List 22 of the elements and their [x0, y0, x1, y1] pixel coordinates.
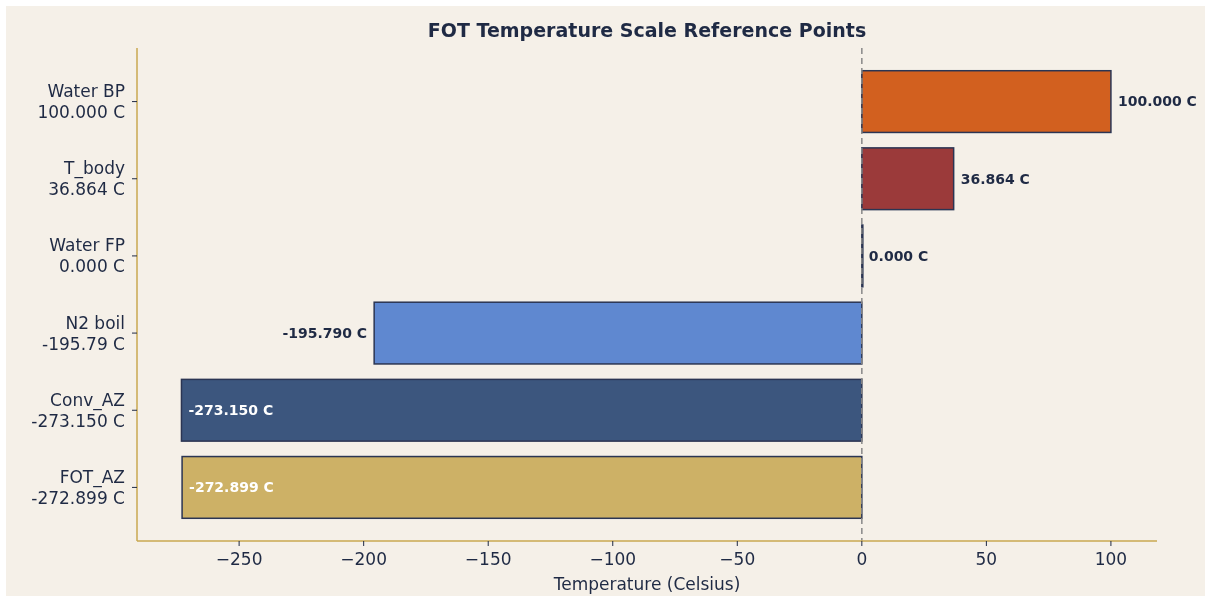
y-tick-label: Water FP 0.000 C: [49, 235, 125, 277]
data-label: 36.864 C: [960, 170, 1030, 187]
data-label: -272.899 C: [189, 479, 274, 496]
x-tick-label: 100: [1094, 549, 1128, 569]
y-tick-label: T_body 36.864 C: [48, 158, 125, 200]
x-tick-label: −250: [215, 549, 263, 569]
data-label: -195.790 C: [282, 324, 368, 341]
x-tick-label: −100: [589, 549, 637, 569]
x-tick-label: −150: [464, 549, 512, 569]
data-label: -273.150 C: [188, 402, 274, 419]
data-label: 100.000 C: [1117, 93, 1197, 110]
x-tick-label: −50: [719, 549, 756, 569]
y-tick-label: N2 boil -195.79 C: [42, 312, 125, 354]
y-tick-label: Conv_AZ -273.150 C: [31, 389, 125, 431]
x-tick-label: 50: [975, 549, 998, 569]
x-tick-label: −200: [340, 549, 388, 569]
y-tick-label: Water BP 100.000 C: [37, 81, 125, 123]
data-label: 0.000 C: [868, 247, 929, 264]
y-tick-label: FOT_AZ -272.899 C: [31, 466, 125, 508]
x-axis-title: Temperature (Celsius): [552, 574, 741, 594]
x-tick-label: 0: [856, 549, 868, 569]
chart-title: FOT Temperature Scale Reference Points: [427, 19, 867, 41]
